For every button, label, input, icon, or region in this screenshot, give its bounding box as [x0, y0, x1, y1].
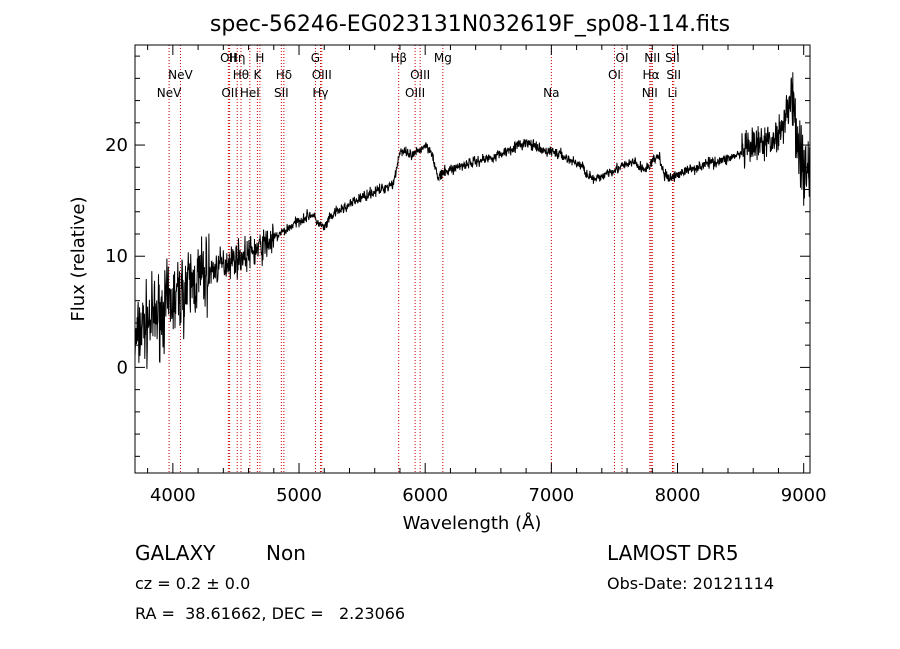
line-label-6: HeI	[240, 86, 260, 100]
x-tick-label-1: 5000	[276, 485, 322, 506]
spectrum-series	[134, 72, 811, 369]
line-label-10: SII	[274, 86, 289, 100]
x-axis-label: Wavelength (Å)	[403, 512, 542, 534]
line-label-13: Hγ	[312, 86, 328, 100]
y-tick-label-1: 10	[105, 246, 128, 267]
line-label-15: OIII	[410, 68, 430, 82]
y-tick-label-0: 0	[117, 357, 128, 378]
line-label-0: NeV	[157, 86, 182, 100]
line-label-2: OII	[220, 51, 237, 65]
ra-dec: RA = 38.61662, DEC = 2.23066	[135, 604, 406, 623]
spectrum-line	[134, 72, 811, 369]
y-tick-label-2: 20	[105, 135, 128, 156]
x-tick-label-0: 4000	[150, 485, 196, 506]
line-label-22: Hα	[643, 68, 660, 82]
observation-date: Obs-Date: 20121114	[607, 574, 775, 593]
y-axis-label: Flux (relative)	[68, 196, 89, 321]
chart-title: spec-56246-EG023131N032619F_sp08-114.fit…	[210, 12, 730, 37]
line-label-4: Hη	[229, 51, 246, 65]
line-label-7: H	[255, 51, 264, 65]
line-label-8: K	[253, 68, 262, 82]
line-label-16: OIII	[405, 86, 425, 100]
object-subclass: Non	[266, 541, 306, 565]
object-class: GALAXY	[135, 541, 216, 565]
line-label-24: SII	[665, 51, 680, 65]
redshift-cz: cz = 0.2 ± 0.0	[135, 574, 251, 593]
line-label-25: SII	[666, 68, 681, 82]
line-label-14: Hβ	[390, 51, 407, 65]
line-label-5: Hθ	[233, 68, 249, 82]
line-label-11: G	[311, 51, 320, 65]
line-label-18: Na	[543, 86, 559, 100]
line-label-21: NII	[644, 51, 660, 65]
axis-ticks: 4000 5000 6000 7000 8000 9000 0 10 20	[105, 45, 827, 506]
line-label-12: OIII	[312, 68, 332, 82]
x-tick-label-4: 8000	[655, 485, 701, 506]
line-label-20: OI	[608, 68, 621, 82]
line-label-1: NeV	[168, 68, 193, 82]
survey-name: LAMOST DR5	[607, 541, 739, 565]
x-tick-label-2: 6000	[402, 485, 448, 506]
line-label-17: Mg	[434, 51, 452, 65]
line-label-26: Li	[667, 86, 677, 100]
line-label-3: OII	[221, 86, 238, 100]
plot-frame	[134, 44, 811, 474]
line-label-9: Hδ	[276, 68, 292, 82]
line-label-19: OI	[616, 51, 629, 65]
x-tick-label-5: 9000	[781, 485, 827, 506]
line-label-23: NII	[642, 86, 658, 100]
x-tick-label-3: 7000	[528, 485, 574, 506]
